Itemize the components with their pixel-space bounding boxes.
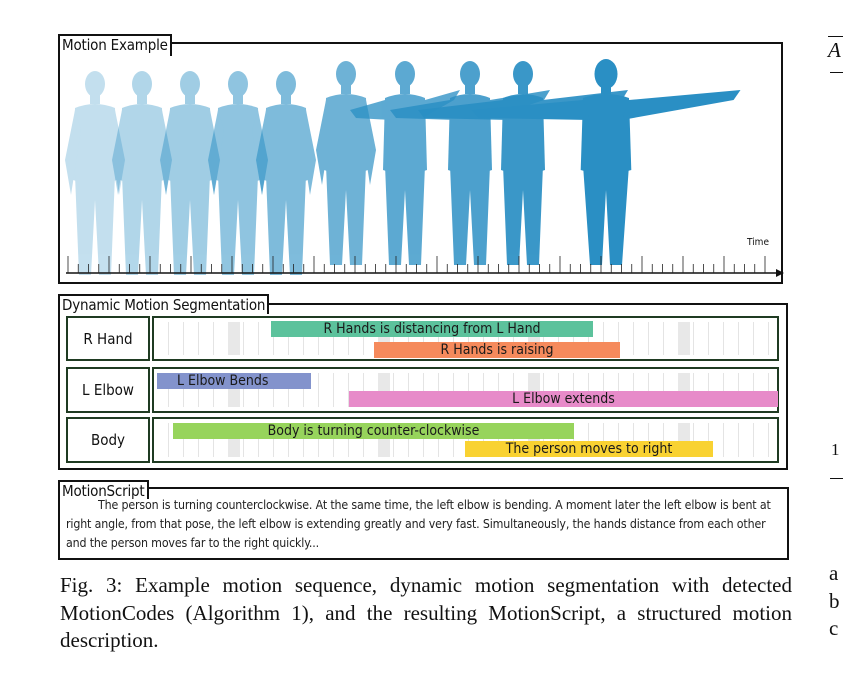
right-fragment-line-b: b bbox=[829, 589, 840, 613]
segment-person-moves-right: The person moves to right bbox=[465, 441, 713, 457]
motionscript-panel: The person is turning counterclockwise. … bbox=[58, 487, 789, 560]
right-rule-mid bbox=[830, 72, 843, 73]
motion-figures bbox=[65, 59, 741, 275]
motion-example-title: Motion Example bbox=[58, 34, 172, 56]
motion-example-panel bbox=[58, 42, 783, 284]
row-label-l-elbow: L Elbow bbox=[66, 367, 150, 413]
segment-r-hand-raising: R Hands is raising bbox=[374, 342, 620, 358]
body-figure bbox=[65, 71, 125, 275]
row-label-r-hand: R Hand bbox=[66, 316, 150, 361]
timeline-axis bbox=[66, 256, 784, 277]
right-fragment-mid: 1 bbox=[831, 440, 840, 459]
figure-caption: Fig. 3: Example motion sequence, dynamic… bbox=[60, 573, 792, 652]
segmentation-panel bbox=[58, 303, 788, 470]
body-figure bbox=[471, 59, 741, 265]
segment-body-turning: Body is turning counter-clockwise bbox=[173, 423, 574, 439]
right-rule-bottom bbox=[830, 478, 843, 479]
right-fragment-line-c: c bbox=[829, 616, 839, 640]
body-figure bbox=[316, 61, 376, 265]
row-label-body: Body bbox=[66, 417, 150, 463]
segment-l-elbow-bends: L Elbow Bends bbox=[157, 373, 311, 389]
segmentation-title: Dynamic Motion Segmentation bbox=[58, 294, 270, 314]
body-figure bbox=[208, 71, 268, 275]
segment-l-elbow-extends: L Elbow extends bbox=[349, 391, 778, 407]
time-axis-label: Time bbox=[747, 237, 769, 248]
body-figure bbox=[112, 71, 172, 275]
right-fragment-top: A bbox=[828, 38, 841, 62]
timeline-arrow bbox=[776, 269, 784, 277]
body-figure bbox=[256, 71, 316, 275]
segment-r-hand-distancing: R Hands is distancing from L Hand bbox=[271, 321, 593, 337]
right-fragment-line-a: a bbox=[829, 561, 839, 585]
right-rule-top bbox=[828, 36, 843, 37]
motionscript-title: MotionScript bbox=[58, 480, 149, 500]
motionscript-text: The person is turning counterclockwise. … bbox=[66, 498, 771, 550]
